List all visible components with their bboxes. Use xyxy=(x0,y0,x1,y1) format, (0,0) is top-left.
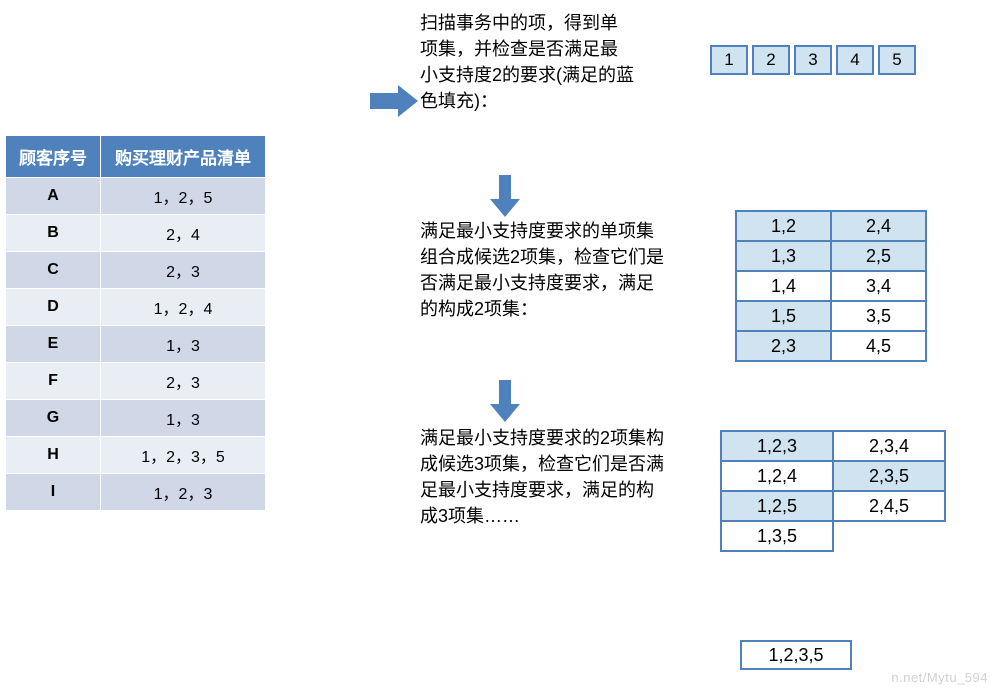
itemset-cell: 2,3,4 xyxy=(833,431,945,461)
tx-row-items: 1，2，3 xyxy=(101,474,266,511)
itemset-cell: 1,2,5 xyxy=(721,491,833,521)
arrow-down-icon xyxy=(490,175,520,217)
tx-row-id: F xyxy=(6,363,101,400)
arrow-down-icon xyxy=(490,380,520,422)
one-itemsets: 12345 xyxy=(710,45,920,75)
step1-description: 扫描事务中的项，得到单项集，并检查是否满足最小支持度2的要求(满足的蓝色填充)： xyxy=(420,10,635,114)
tx-row-items: 1，2，5 xyxy=(101,178,266,215)
one-itemset-cell: 1 xyxy=(710,45,748,75)
itemset-cell: 1,2,3 xyxy=(721,431,833,461)
itemset-cell: 1,3,5 xyxy=(721,521,833,551)
itemset-cell: 2,4,5 xyxy=(833,491,945,521)
watermark: n.net/Mytu_594 xyxy=(891,670,988,685)
tx-row-id: C xyxy=(6,252,101,289)
itemset-cell: 1,2 xyxy=(736,211,831,241)
two-itemsets-table: 1,22,41,32,51,43,41,53,52,34,5 xyxy=(735,210,927,362)
itemset-cell: 2,3,5 xyxy=(833,461,945,491)
tx-row-items: 1，3 xyxy=(101,400,266,437)
transactions-table: 顾客序号 购买理财产品清单 A1，2，5B2，4C2，3D1，2，4E1，3F2… xyxy=(5,135,266,511)
arrow-right-icon xyxy=(370,85,418,117)
step2-description: 满足最小支持度要求的单项集组合成候选2项集，检查它们是否满足最小支持度要求，满足… xyxy=(420,218,670,322)
one-itemset-cell: 3 xyxy=(794,45,832,75)
tx-row-id: A xyxy=(6,178,101,215)
itemset-cell: 3,5 xyxy=(831,301,926,331)
tx-row-id: I xyxy=(6,474,101,511)
itemset-cell: 4,5 xyxy=(831,331,926,361)
step3-description: 满足最小支持度要求的2项集构成候选3项集，检查它们是否满足最小支持度要求，满足的… xyxy=(420,425,670,529)
col-header-customer: 顾客序号 xyxy=(6,136,101,178)
tx-row-id: B xyxy=(6,215,101,252)
col-header-items: 购买理财产品清单 xyxy=(101,136,266,178)
tx-row-id: G xyxy=(6,400,101,437)
itemset-cell: 3,4 xyxy=(831,271,926,301)
tx-row-items: 1，3 xyxy=(101,326,266,363)
one-itemset-cell: 5 xyxy=(878,45,916,75)
tx-row-items: 2，3 xyxy=(101,363,266,400)
itemset-cell: 2,3 xyxy=(736,331,831,361)
four-itemset-cell: 1,2,3,5 xyxy=(740,640,852,670)
tx-row-id: E xyxy=(6,326,101,363)
tx-row-items: 2，4 xyxy=(101,215,266,252)
tx-row-items: 1，2，4 xyxy=(101,289,266,326)
tx-row-id: H xyxy=(6,437,101,474)
itemset-cell: 1,4 xyxy=(736,271,831,301)
one-itemset-cell: 4 xyxy=(836,45,874,75)
itemset-cell: 1,3 xyxy=(736,241,831,271)
one-itemset-cell: 2 xyxy=(752,45,790,75)
tx-row-items: 1，2，3，5 xyxy=(101,437,266,474)
itemset-cell: 1,2,4 xyxy=(721,461,833,491)
itemset-cell: 2,5 xyxy=(831,241,926,271)
three-itemsets-table: 1,2,32,3,41,2,42,3,51,2,52,4,51,3,5 xyxy=(720,430,946,552)
itemset-cell: 2,4 xyxy=(831,211,926,241)
tx-row-items: 2，3 xyxy=(101,252,266,289)
tx-row-id: D xyxy=(6,289,101,326)
itemset-cell: 1,5 xyxy=(736,301,831,331)
